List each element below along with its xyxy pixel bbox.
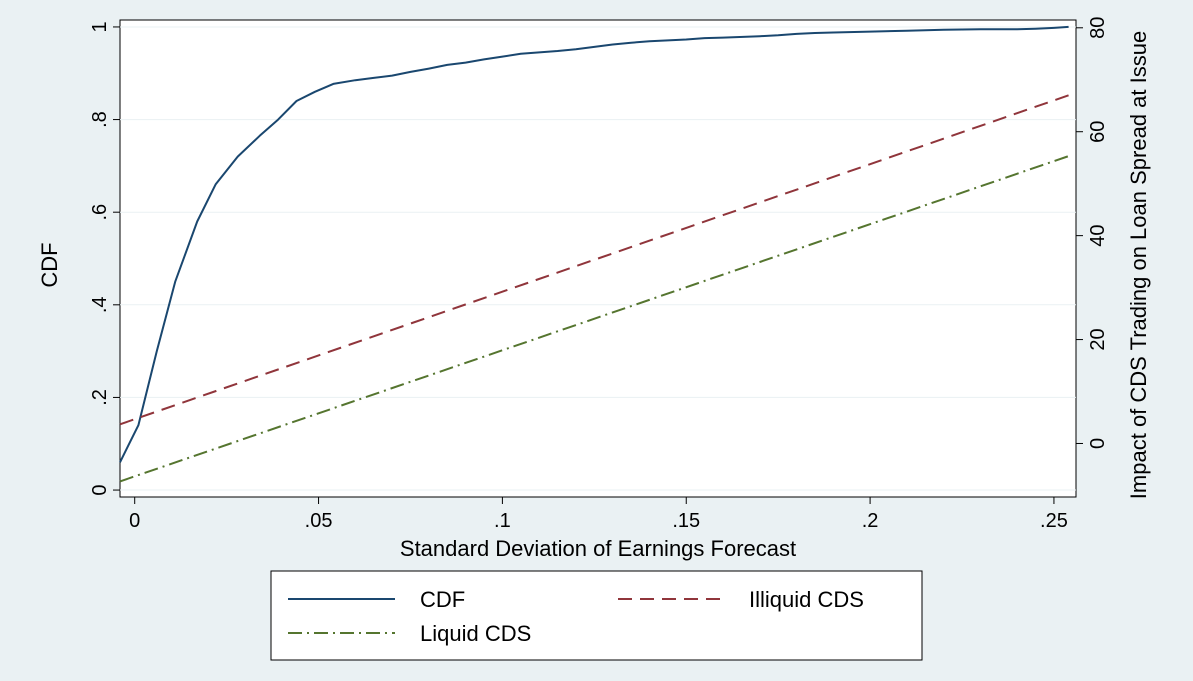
- x-tick-label: 0: [129, 510, 140, 532]
- x-tick-label: .2: [862, 510, 879, 532]
- x-tick-label: .15: [672, 510, 700, 532]
- y-right-tick-label: 0: [1087, 438, 1109, 449]
- series-layer: [119, 25, 1069, 483]
- x-tick-label: .1: [494, 510, 511, 532]
- y-left-tick-label: .2: [89, 389, 111, 406]
- grid: [120, 26, 1076, 491]
- legend-label-cdf: CDF: [420, 587, 465, 612]
- y-left-tick-label: .8: [89, 111, 111, 128]
- y-left-tick-label: 0: [89, 484, 111, 495]
- x-tick-label: .25: [1040, 510, 1068, 532]
- y-left-tick-label: .4: [89, 296, 111, 313]
- series-line-liquid-cds: [119, 155, 1069, 483]
- y-axis-left-title: CDF: [37, 242, 62, 287]
- y-left-tick-label: .6: [89, 204, 111, 221]
- y-right-tick-label: 60: [1087, 121, 1109, 143]
- x-tick-label: .05: [305, 510, 333, 532]
- legend-label-liquid-cds: Liquid CDS: [420, 621, 531, 646]
- plot-area: [119, 19, 1077, 498]
- x-axis-title: Standard Deviation of Earnings Forecast: [400, 536, 796, 561]
- y-right-tick-label: 20: [1087, 328, 1109, 350]
- legend-label-illiquid-cds: Illiquid CDS: [749, 587, 864, 612]
- y-right-tick-label: 40: [1087, 225, 1109, 247]
- series-line-illiquid-cds: [119, 94, 1069, 426]
- y-axis-right-title: Impact of CDS Trading on Loan Spread at …: [1126, 31, 1151, 499]
- y-right-tick-label: 80: [1087, 17, 1109, 39]
- legend: CDF Illiquid CDS Liquid CDS: [270, 570, 923, 661]
- axes: 0 .05 .1 .15 .2 .25 0 .2 .4 .6 .8 1 0 20 40 60 80: [89, 17, 1109, 532]
- legend-box: [270, 570, 923, 661]
- series-line-cdf: [119, 25, 1069, 463]
- y-left-tick-label: 1: [89, 21, 111, 32]
